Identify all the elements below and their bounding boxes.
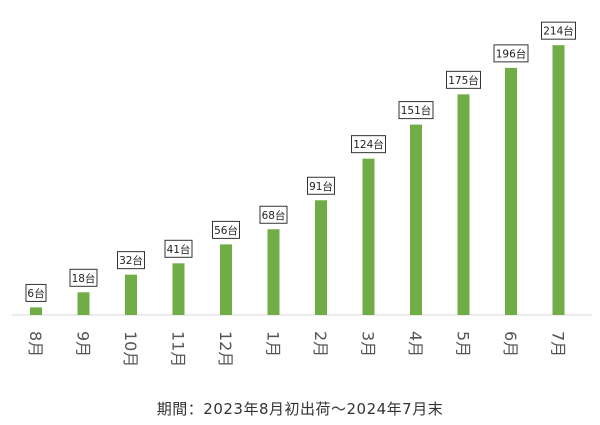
svg-text:68台: 68台 — [262, 209, 286, 222]
svg-text:91台: 91台 — [309, 180, 333, 193]
data-label-12: 214台 — [541, 21, 576, 40]
bar-9 — [410, 124, 422, 315]
bar-6 — [267, 229, 280, 315]
svg-text:124台: 124台 — [353, 138, 384, 151]
bar-1 — [30, 307, 42, 315]
x-tick-12: 7月 — [549, 331, 568, 357]
svg-text:18台: 18台 — [72, 272, 96, 285]
x-tick-5: 12月 — [216, 331, 235, 367]
x-tick-6: 1月 — [264, 331, 283, 357]
svg-text:214台: 214台 — [543, 25, 574, 38]
bar-2 — [77, 292, 90, 315]
bar-5 — [220, 244, 232, 315]
bar-3 — [125, 274, 137, 315]
data-label-8: 124台 — [351, 135, 386, 154]
data-label-10: 175台 — [446, 70, 481, 89]
chart-caption: 期間：2023年8月初出荷～2024年7月末 — [156, 400, 444, 418]
data-label-1: 6台 — [25, 283, 47, 302]
x-tick-7: 2月 — [311, 331, 330, 357]
data-label-9: 151台 — [398, 101, 434, 120]
data-label-6: 68台 — [259, 205, 288, 224]
data-label-7: 91台 — [307, 176, 335, 195]
svg-text:175台: 175台 — [448, 74, 479, 87]
data-label-5: 56台 — [212, 220, 240, 239]
x-tick-8: 3月 — [359, 331, 378, 357]
bar-10 — [457, 94, 470, 315]
x-tick-10: 5月 — [454, 331, 473, 357]
bar-8 — [362, 158, 375, 315]
bar-12 — [552, 45, 565, 315]
x-tick-2: 9月 — [74, 331, 93, 357]
data-label-11: 196台 — [493, 44, 529, 63]
bar-7 — [315, 200, 327, 315]
data-label-4: 41台 — [164, 239, 193, 258]
svg-text:56台: 56台 — [214, 224, 238, 237]
x-tick-3: 10月 — [121, 331, 140, 367]
data-label-2: 18台 — [69, 268, 98, 287]
bar-4 — [172, 263, 185, 315]
svg-text:32台: 32台 — [119, 254, 143, 267]
svg-text:196台: 196台 — [496, 47, 527, 60]
data-label-3: 32台 — [117, 251, 145, 270]
svg-text:6台: 6台 — [27, 287, 44, 300]
x-tick-1: 8月 — [26, 331, 45, 357]
x-tick-9: 4月 — [406, 331, 425, 357]
svg-text:41台: 41台 — [167, 243, 191, 256]
bar-11 — [505, 67, 517, 315]
x-tick-11: 6月 — [501, 331, 520, 357]
svg-text:151台: 151台 — [401, 104, 432, 117]
x-tick-4: 11月 — [169, 331, 188, 367]
